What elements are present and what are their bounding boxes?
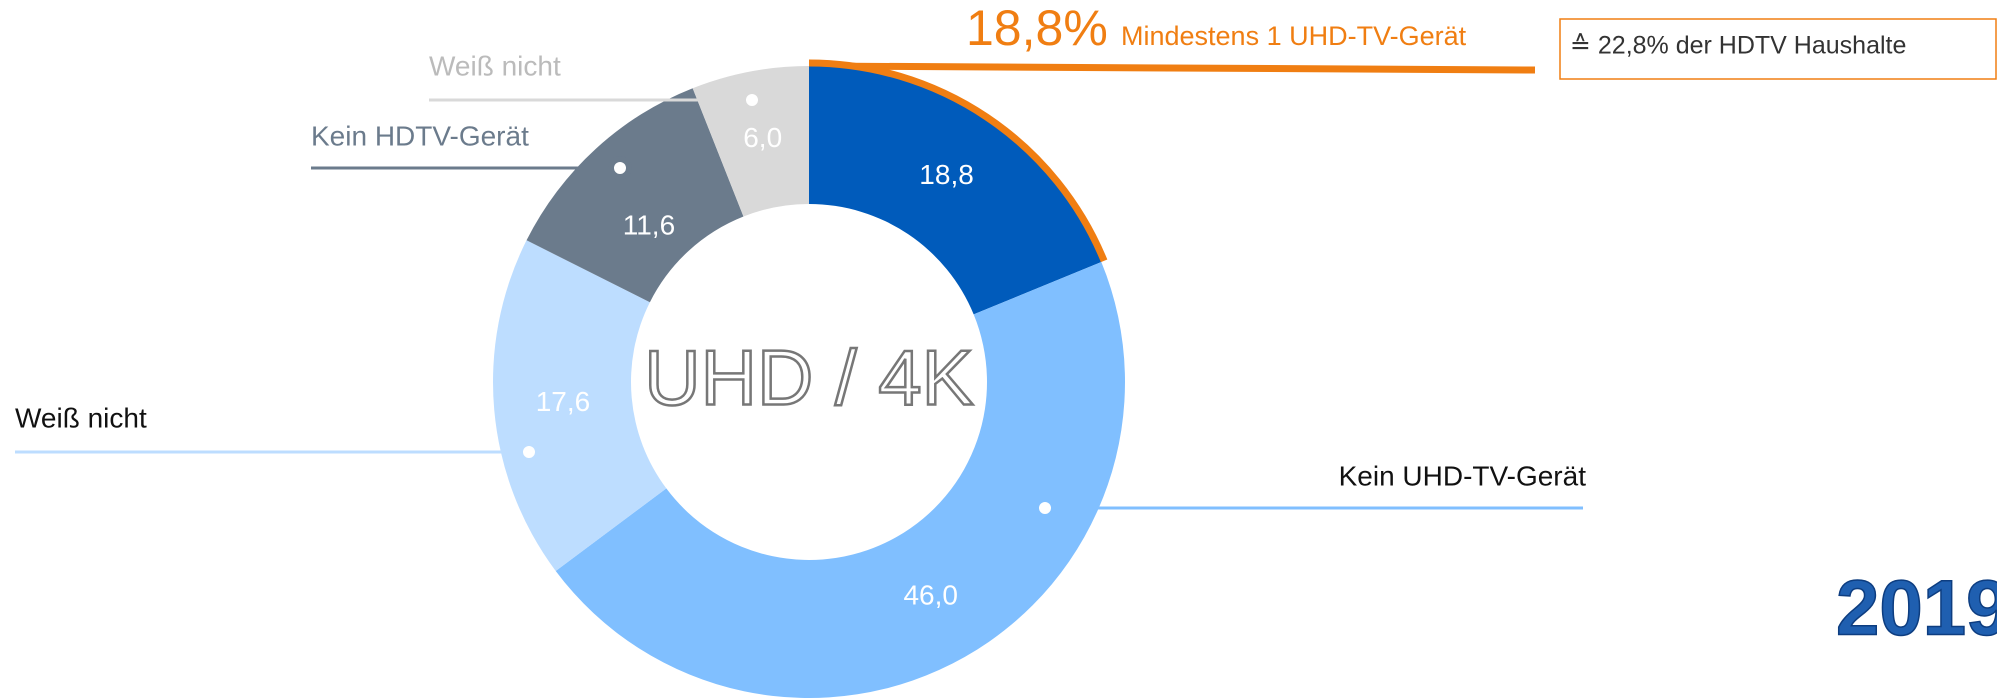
value-label: 11,6 xyxy=(623,210,675,241)
slice xyxy=(526,88,744,303)
leader-dot xyxy=(1033,496,1057,520)
value-label: 6,0 xyxy=(743,122,782,153)
category-label: Weiß nicht xyxy=(429,50,561,81)
category-label: Mindestens 1 UHD-TV-Gerät xyxy=(1121,21,1467,51)
category-label: Weiß nicht xyxy=(15,402,147,433)
year: 2019 xyxy=(1836,564,1997,652)
highlight-value: 18,8% xyxy=(966,0,1108,56)
note-text: ≙ 22,8% der HDTV Haushalte xyxy=(1570,32,1906,60)
highlight-arc xyxy=(808,59,1108,263)
value-label: 17,6 xyxy=(536,386,591,417)
slice xyxy=(493,240,667,571)
value-label: 18,8 xyxy=(919,159,974,190)
center-text: UHD / 4K xyxy=(644,334,973,422)
slice xyxy=(692,66,809,217)
value-label: 46,0 xyxy=(903,579,958,610)
slice xyxy=(555,261,1125,698)
leader-dot xyxy=(608,156,632,180)
note-box xyxy=(1559,18,1997,80)
category-label: Kein UHD-TV-Gerät xyxy=(1339,460,1587,491)
slice xyxy=(809,66,1102,315)
leader-dot xyxy=(517,440,541,464)
category-label: Kein HDTV-Gerät xyxy=(311,120,529,151)
highlight-line xyxy=(809,62,1536,74)
leader-dot xyxy=(740,88,764,112)
